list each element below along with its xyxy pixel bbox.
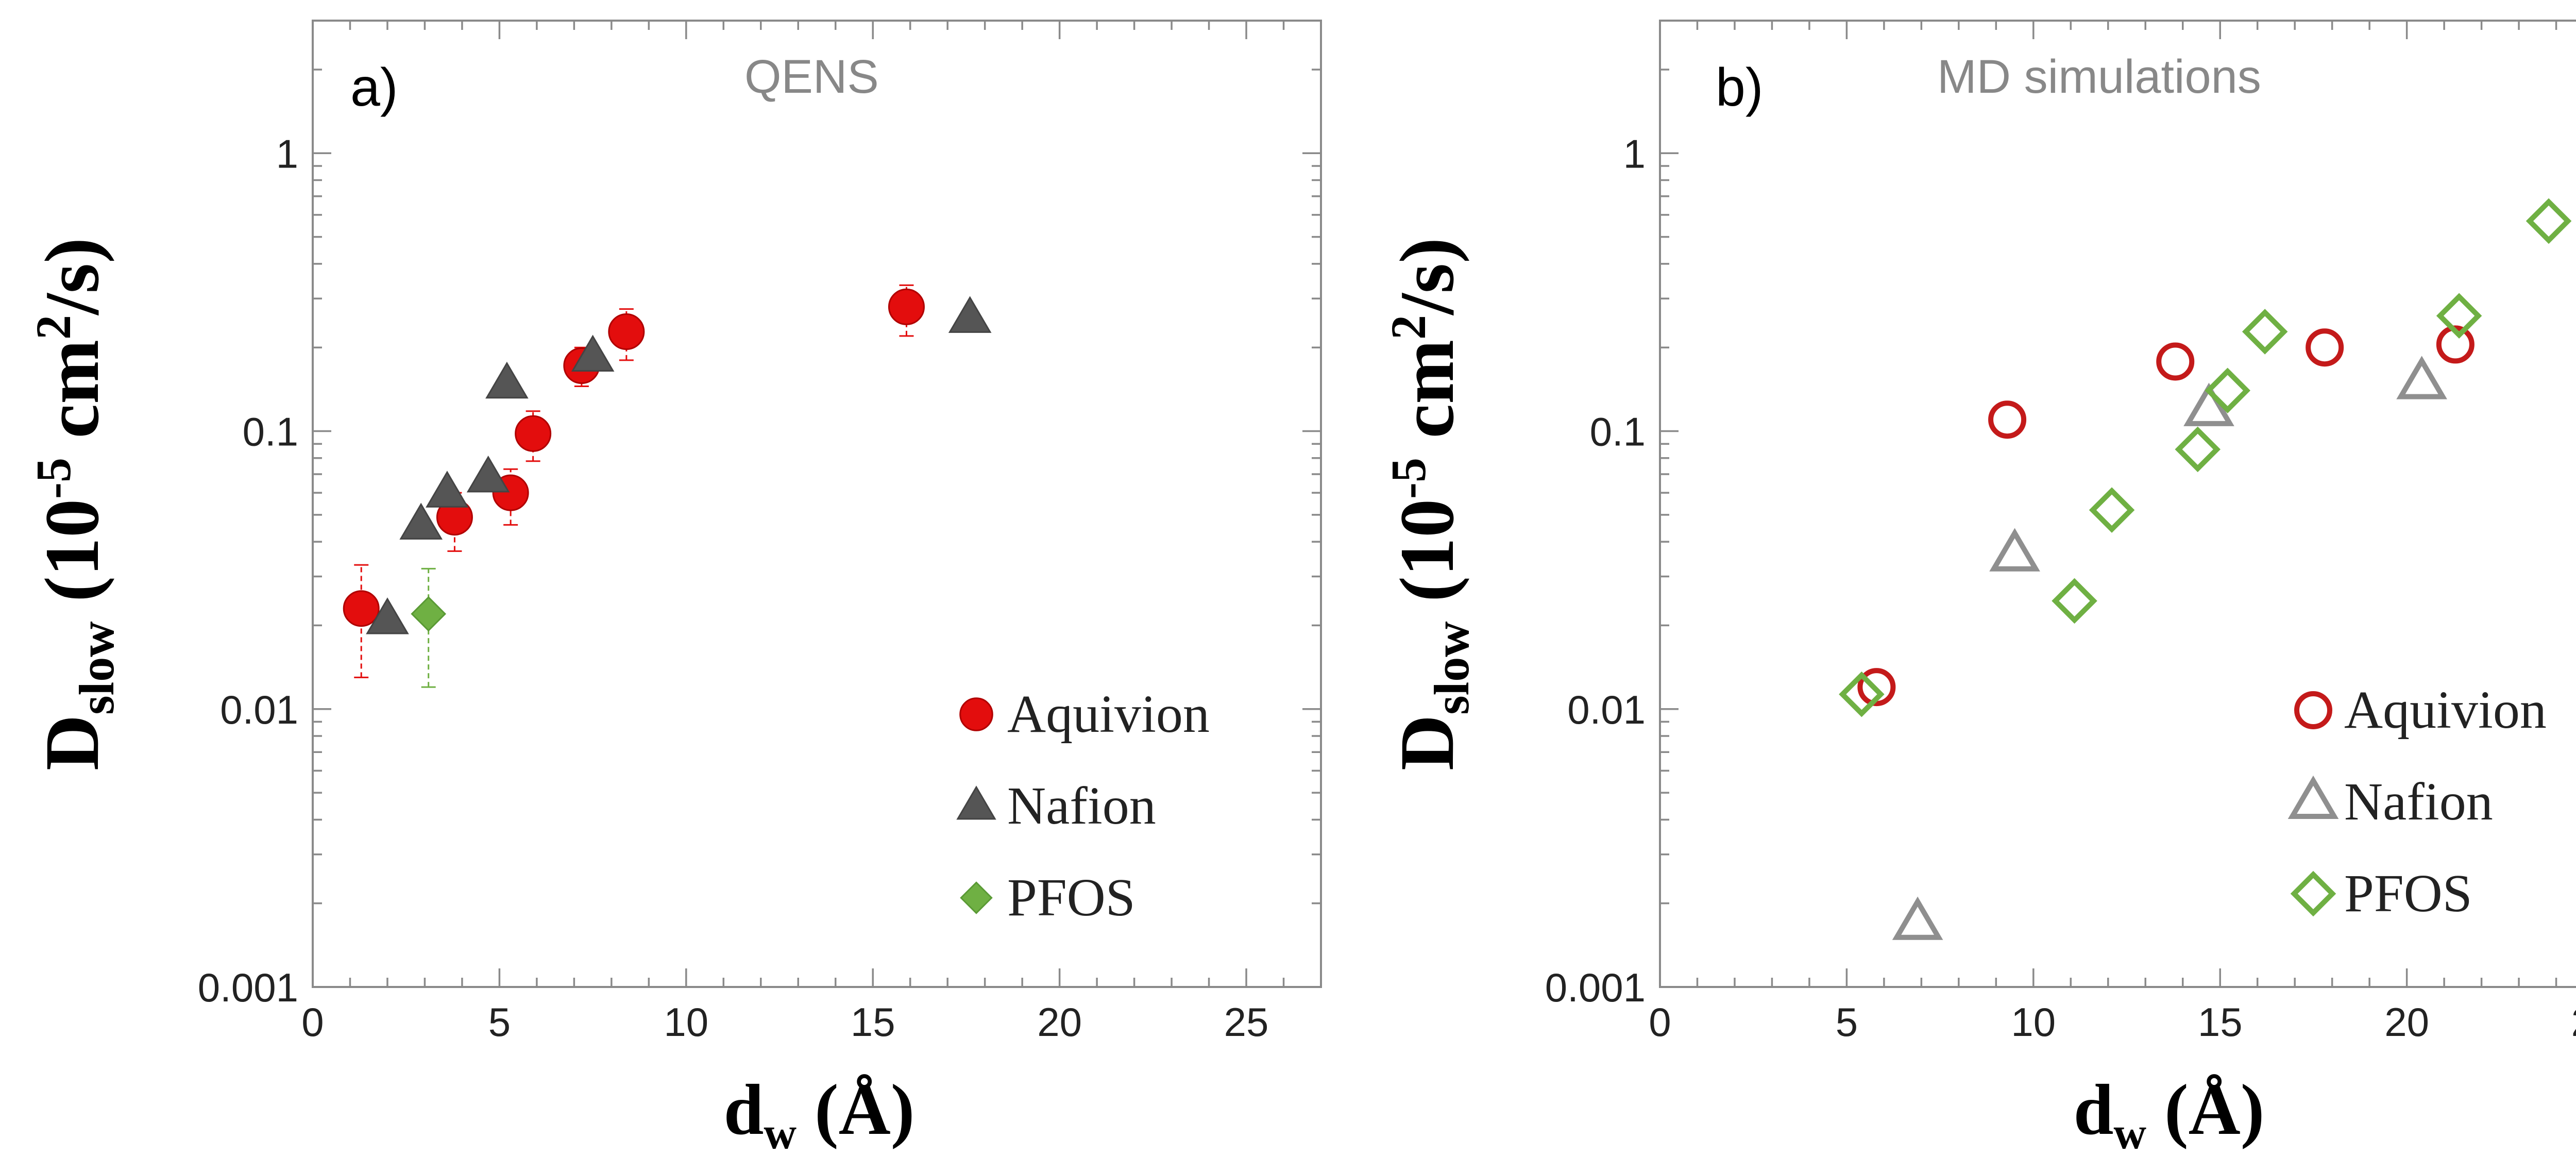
x-tick-label: 5 (1836, 999, 1858, 1045)
y-tick-labels-b: 0.001 0.01 0.1 1 (1545, 131, 1646, 1010)
y-tick-label: 0.01 (1567, 687, 1646, 732)
data-point-nafion (485, 361, 529, 399)
y-axis-label-a: Dslow (10-5 cm2/s) (26, 238, 124, 771)
data-point-pfos (2436, 293, 2482, 339)
data-point-aquivion (343, 590, 380, 627)
x-tick-label: 10 (2011, 999, 2056, 1045)
data-point-aquivion (888, 288, 925, 325)
legend-marker-nafion (956, 785, 996, 820)
legend-label-pfos: PFOS (1007, 868, 1136, 927)
axis-ticks-b (1659, 20, 2557, 988)
data-point-nafion (2183, 382, 2234, 426)
x-tick-label: 25 (1224, 999, 1269, 1045)
data-point-nafion (1892, 896, 1943, 940)
legend-a: Aquivion Nafion PFOS (956, 684, 1210, 927)
x-tick-labels-b: 0 5 10 15 20 25 (1649, 999, 2576, 1045)
x-tick-label: 15 (2198, 999, 2243, 1045)
axis-ticks-a (312, 20, 1322, 988)
x-tick-label: 20 (2384, 999, 2429, 1045)
data-point-pfos (2242, 309, 2288, 355)
legend-marker-aquivion (2294, 691, 2332, 729)
y-tick-label: 1 (276, 131, 298, 176)
panel-title-a: QENS (744, 51, 879, 103)
data-point-nafion (2396, 356, 2447, 399)
y-tick-label: 0.001 (1545, 965, 1646, 1010)
y-tick-label: 0.1 (243, 409, 298, 455)
data-point-nafion (1989, 528, 2040, 572)
y-tick-label: 0.1 (1590, 409, 1646, 455)
legend-marker-nafion (2287, 775, 2339, 819)
plot-frame-b (1659, 20, 2576, 988)
panel-b: 0 5 10 15 20 25 0.001 0.01 0.1 1 b) MD simulatio… (1381, 20, 2576, 1155)
x-tick-labels-a: 0 5 10 15 20 25 (301, 999, 1268, 1045)
data-marks-a (343, 284, 992, 688)
data-point-aquivion (608, 313, 645, 350)
legend-label-pfos: PFOS (2344, 864, 2472, 923)
data-point-pfos (2175, 426, 2221, 473)
data-point-aquivion (1988, 400, 2027, 439)
legend-label-aquivion: Aquivion (2344, 680, 2547, 740)
legend-marker-aquivion (959, 697, 993, 731)
data-point-nafion (948, 296, 992, 333)
data-point-nafion (426, 471, 469, 508)
y-axis-label-b: Dslow (10-5 cm2/s) (1381, 238, 1479, 771)
panel-label-b: b) (1716, 58, 1763, 118)
data-point-aquivion (515, 415, 552, 452)
y-tick-labels-a: 0.001 0.01 0.1 1 (198, 131, 298, 1010)
x-tick-label: 0 (1649, 999, 1671, 1045)
data-point-nafion (466, 455, 510, 493)
legend-label-nafion: Nafion (1007, 776, 1156, 835)
panel-a: 0 5 10 15 20 25 0.001 0.01 0.1 1 a) QENS Aquivio… (26, 20, 1322, 1155)
y-tick-label: 0.01 (220, 687, 298, 732)
x-tick-label: 20 (1037, 999, 1082, 1045)
data-point-pfos (1839, 671, 1885, 717)
data-point-pfos (2205, 367, 2250, 413)
data-point-nafion (399, 503, 443, 540)
data-point-pfos (411, 596, 447, 632)
data-point-pfos (2089, 487, 2135, 533)
data-point-aquivion (1857, 668, 1896, 707)
panel-title-b: MD simulations (1937, 51, 2261, 103)
panel-label-a: a) (350, 58, 398, 118)
y-tick-label: 0.001 (198, 965, 298, 1010)
data-point-nafion (366, 597, 409, 634)
data-point-aquivion (2156, 342, 2195, 381)
legend-b: Aquivion Nafion PFOS (2287, 680, 2547, 923)
x-tick-label: 25 (2571, 999, 2576, 1045)
x-tick-label: 5 (488, 999, 511, 1045)
legend-marker-pfos (2290, 871, 2336, 917)
x-axis-label-a: dw (Å) (724, 1070, 915, 1155)
plot-frame-a (312, 20, 1322, 988)
x-tick-label: 0 (301, 999, 324, 1045)
y-tick-label: 1 (1623, 131, 1646, 176)
x-tick-label: 15 (851, 999, 895, 1045)
data-marks-b (1839, 198, 2572, 940)
data-point-pfos (2052, 578, 2097, 624)
data-point-pfos (2526, 198, 2572, 244)
legend-marker-pfos (960, 881, 993, 914)
x-tick-label: 10 (664, 999, 708, 1045)
data-point-aquivion (2306, 328, 2344, 367)
data-point-nafion (571, 334, 615, 372)
x-axis-label-b: dw (Å) (2074, 1070, 2265, 1155)
legend-label-aquivion: Aquivion (1007, 684, 1210, 744)
legend-label-nafion: Nafion (2344, 772, 2493, 831)
